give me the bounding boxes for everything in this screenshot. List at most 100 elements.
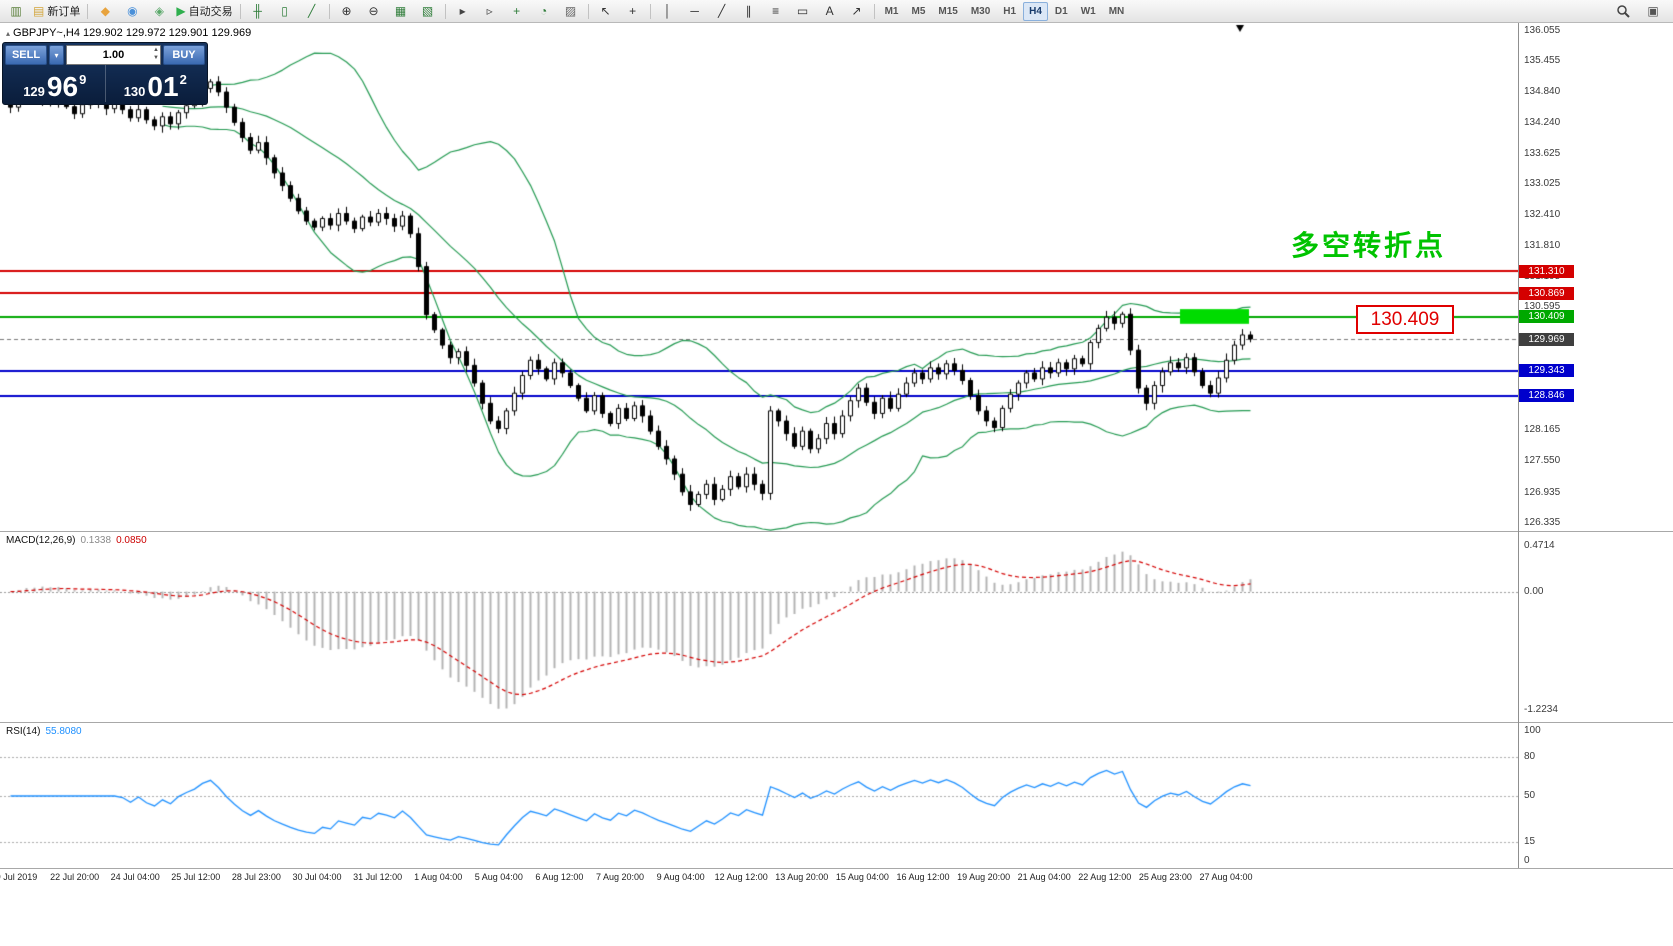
sell-button[interactable]: SELL [5,45,47,65]
line-chart-icon[interactable]: ╱ [299,2,325,21]
market-icon[interactable]: ◉ [119,2,145,21]
trendline-icon: ╱ [717,4,726,18]
timeframe-w1[interactable]: W1 [1080,5,1096,17]
price-axis-label: 128.165 [1524,424,1561,435]
terminal-icon[interactable]: ▥ [3,2,29,21]
candlestick-chart-icon[interactable]: ▯ [272,2,298,21]
terminal-icon: ▥ [10,4,22,18]
macd-axis-label: 0.00 [1524,586,1544,597]
zoom-in-icon[interactable]: ⊕ [334,2,360,21]
templates-icon[interactable]: ▨ [558,2,584,21]
time-axis-label: 30 Jul 04:00 [292,872,342,882]
sell-price-sup: 9 [79,72,87,87]
auto-trading-button[interactable]: ▶ 自动交易 [173,2,235,21]
horizontal-line-icon: ─ [690,4,699,18]
timeframe-m15[interactable]: M15 [938,5,958,17]
buy-price[interactable]: 130 01 2 [106,65,206,102]
periods-icon: ◔ [539,4,548,18]
indicators-icon[interactable]: + [504,2,530,21]
time-axis-label: 25 Jul 12:00 [171,872,221,882]
rsi-panel-canvas[interactable] [0,723,1518,868]
main-chart-canvas[interactable] [0,23,1518,531]
market-icon: ◉ [127,4,138,18]
vertical-line-icon: │ [663,4,672,18]
sell-price[interactable]: 129 96 9 [5,65,106,102]
periods-icon[interactable]: ◔ [531,2,557,21]
metaquotes-icon: ◆ [100,4,110,18]
sell-price-big: 96 [46,71,79,103]
time-axis-label: 13 Aug 20:00 [775,872,829,882]
auto-scroll-icon: ▸ [459,4,466,18]
price-axis-label: 136.055 [1524,25,1561,36]
timeframe-h4[interactable]: H4 [1023,1,1048,21]
auto-scroll-icon[interactable]: ▸ [450,2,476,21]
chart-shift-icon[interactable]: ▹ [477,2,503,21]
time-axis-label: 5 Aug 04:00 [474,872,523,882]
zoom-in-icon: ⊕ [341,4,352,18]
bar-chart-icon[interactable]: ╫ [245,2,271,21]
macd-panel-canvas[interactable] [0,532,1518,722]
window-icon: ▣ [1647,4,1659,18]
toolbar-separator [444,3,446,19]
horizontal-line-icon[interactable]: ─ [682,2,708,21]
trendline-icon[interactable]: ╱ [709,2,735,21]
price-axis-label: 130.595 [1524,301,1561,312]
time-axis-label: 24 Jul 04:00 [110,872,160,882]
crosshair-icon[interactable]: + [620,2,646,21]
channel-icon: ∥ [745,4,752,18]
auto-trading-icon: ▶ [176,4,186,18]
sell-price-small: 129 [23,83,45,99]
arrows-icon[interactable]: ↗ [844,2,870,21]
time-axis-label: 15 Aug 04:00 [835,872,889,882]
buy-button[interactable]: BUY [163,45,205,65]
time-axis-label: 6 Aug 12:00 [535,872,584,882]
bar-chart-icon: ╫ [253,4,262,18]
search-button[interactable] [1610,2,1636,21]
signals-icon[interactable]: ◈ [146,2,172,21]
lot-up-icon[interactable]: ▲ [153,47,159,53]
toolbar-separator [649,3,651,19]
metaquotes-icon[interactable]: ◆ [92,2,118,21]
channel-icon[interactable]: ∥ [736,2,762,21]
rsi-panel-separator[interactable] [0,722,1673,723]
shapes-icon[interactable]: ▭ [790,2,816,21]
time-axis-label: 28 Jul 23:00 [231,872,281,882]
cursor-icon[interactable]: ↖ [593,2,619,21]
text-icon[interactable]: A [817,2,843,21]
lot-size-input[interactable]: 1.00 ▲ ▼ [66,45,161,65]
lot-size-value: 1.00 [102,49,125,61]
lot-down-icon[interactable]: ▼ [153,55,159,61]
vertical-line-icon[interactable]: │ [655,2,681,21]
window-button[interactable]: ▣ [1640,2,1666,21]
zoom-out-icon[interactable]: ⊖ [361,2,387,21]
time-axis-label: 12 Aug 12:00 [714,872,768,882]
price-axis-label: 134.840 [1524,86,1561,97]
new-chart-icon[interactable]: ▧ [415,2,441,21]
toolbar-separator [239,3,241,19]
price-level-annotation-box[interactable]: 130.409 [1356,305,1454,334]
timeframe-m5[interactable]: M5 [911,5,926,17]
toolbar-items: ▥ ▤ 新订单 ◆ ◉ ◈ ▶ 自动交易 ╫ ▯ ╱ ⊕ ⊖ ▦ ▧ ▸ ▹ + ◔ ▨ ↖ + │ ─ ╱ ∥ ≡ ▭ A ↗ M1 M5 M… [3,1,1130,21]
time-axis-label: 22 Jul 20:00 [50,872,100,882]
fibonacci-icon[interactable]: ≡ [763,2,789,21]
timeframe-m30[interactable]: M30 [970,5,991,17]
price-axis-label: 127.550 [1524,455,1561,466]
timeframe-mn[interactable]: MN [1108,5,1125,17]
cursor-icon: ↖ [600,4,611,18]
time-axis-label: 16 Aug 12:00 [896,872,950,882]
price-axis-label: 134.240 [1524,117,1561,128]
tile-windows-icon[interactable]: ▦ [388,2,414,21]
timeframe-h1[interactable]: H1 [1003,5,1017,17]
toolbar-separator [587,3,589,19]
chart-marker-icon: ▴ [6,29,11,38]
time-axis-label: 31 Jul 12:00 [353,872,403,882]
timeframe-d1[interactable]: D1 [1054,5,1068,17]
macd-panel-separator[interactable] [0,531,1673,532]
turning-point-annotation[interactable]: 多空转折点 [1291,230,1447,261]
macd-axis-label: -1.2234 [1524,704,1558,715]
new-order-button-label: 新订单 [47,6,81,18]
order-type-dropdown[interactable]: ▾ [49,45,64,65]
new-order-button[interactable]: ▤ 新订单 [30,2,83,21]
timeframe-m1[interactable]: M1 [884,5,899,17]
one-click-top-row: SELL ▾ 1.00 ▲ ▼ BUY [5,45,205,65]
